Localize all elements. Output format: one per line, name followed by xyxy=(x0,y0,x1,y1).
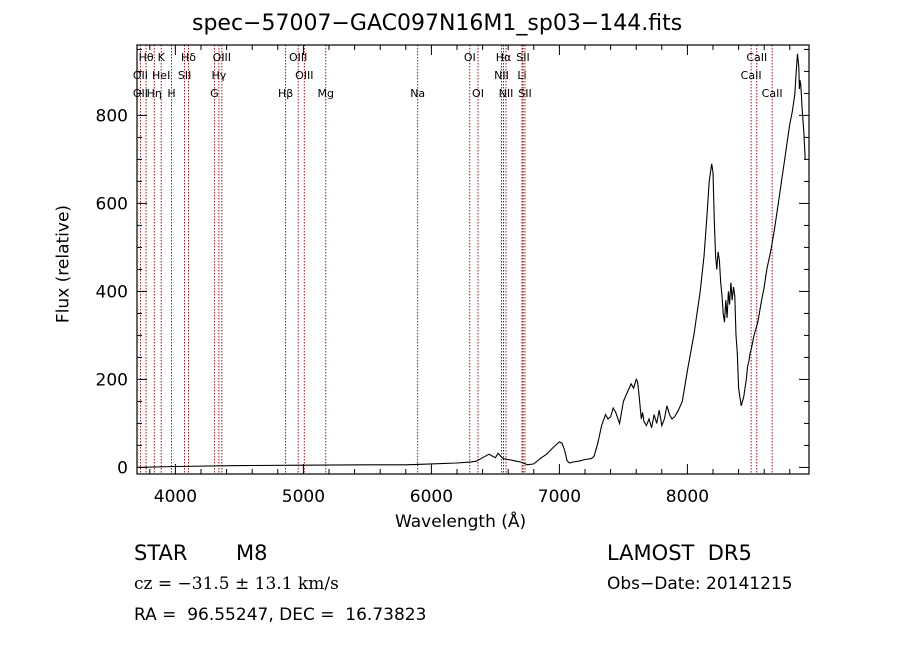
spectral-line-label: CaII xyxy=(762,87,783,100)
spectral-line-label: Hθ xyxy=(139,51,154,64)
spectral-line-label: Na xyxy=(410,87,425,100)
spectral-line-markers xyxy=(140,45,773,474)
ra-dec: RA = 96.55247, DEC = 16.73823 xyxy=(134,605,427,625)
y-tick-label: 800 xyxy=(96,106,128,126)
redshift-cz: cz = −31.5 ± 13.1 km/s xyxy=(134,574,339,594)
obs-date: Obs−Date: 20141215 xyxy=(607,574,793,594)
spectral-line-label: OIII xyxy=(295,69,313,82)
x-tick-label: 4000 xyxy=(154,487,197,507)
y-axis-label: Flux (relative) xyxy=(53,204,74,324)
x-tick-label: 6000 xyxy=(410,487,453,507)
spectral-line-label: Mg xyxy=(318,87,334,100)
plot-frame xyxy=(136,44,810,475)
spectral-line-label: Hδ xyxy=(181,51,196,64)
spectral-line-label: OI xyxy=(472,87,484,100)
spectral-line-label: Hβ xyxy=(278,87,293,100)
survey-label: LAMOST DR5 xyxy=(607,541,752,565)
spectral-line-label: Li xyxy=(517,69,526,82)
x-tick-label: 7000 xyxy=(538,487,581,507)
spectral-line-label: Hγ xyxy=(212,69,227,82)
chart-title: spec−57007−GAC097N16M1_sp03−144.fits xyxy=(192,11,683,36)
x-tick-labels: 4000 5000 6000 7000 8000 xyxy=(154,487,709,507)
object-class: STAR xyxy=(134,541,188,565)
object-subclass: M8 xyxy=(236,541,268,565)
spectral-line-label: H xyxy=(167,87,175,100)
spectral-line-label: NII xyxy=(499,87,514,100)
spectral-line-label: Hη xyxy=(147,87,162,100)
spectral-line-label: SII xyxy=(178,69,191,82)
y-tick-label: 0 xyxy=(117,458,128,478)
spectral-line-label: CaII xyxy=(741,69,762,82)
spectral-line-label: CaII xyxy=(746,51,767,64)
spectral-line-label: K xyxy=(158,51,166,64)
y-tick-labels: 0 200 400 600 800 xyxy=(96,106,128,478)
spectral-line-label: SII xyxy=(518,87,531,100)
spectrum-series-line xyxy=(136,53,806,468)
spectral-line-label: HeI xyxy=(152,69,170,82)
x-tick-label: 5000 xyxy=(282,487,325,507)
y-tick-label: 200 xyxy=(96,370,128,390)
spectral-line-label: OIII xyxy=(213,51,231,64)
spectral-line-label: G xyxy=(210,87,219,100)
axis-ticks xyxy=(137,45,809,474)
spectral-line-label: OI xyxy=(464,51,476,64)
y-tick-label: 600 xyxy=(96,194,128,214)
spectral-line-label: SII xyxy=(516,51,529,64)
spectral-line-label: NII xyxy=(494,69,509,82)
x-axis-label: Wavelength (Å) xyxy=(395,512,527,532)
spectral-line-label: OIII xyxy=(289,51,307,64)
x-tick-label: 8000 xyxy=(666,487,709,507)
y-tick-label: 400 xyxy=(96,282,128,302)
spectral-line-label: Hα xyxy=(496,51,512,64)
